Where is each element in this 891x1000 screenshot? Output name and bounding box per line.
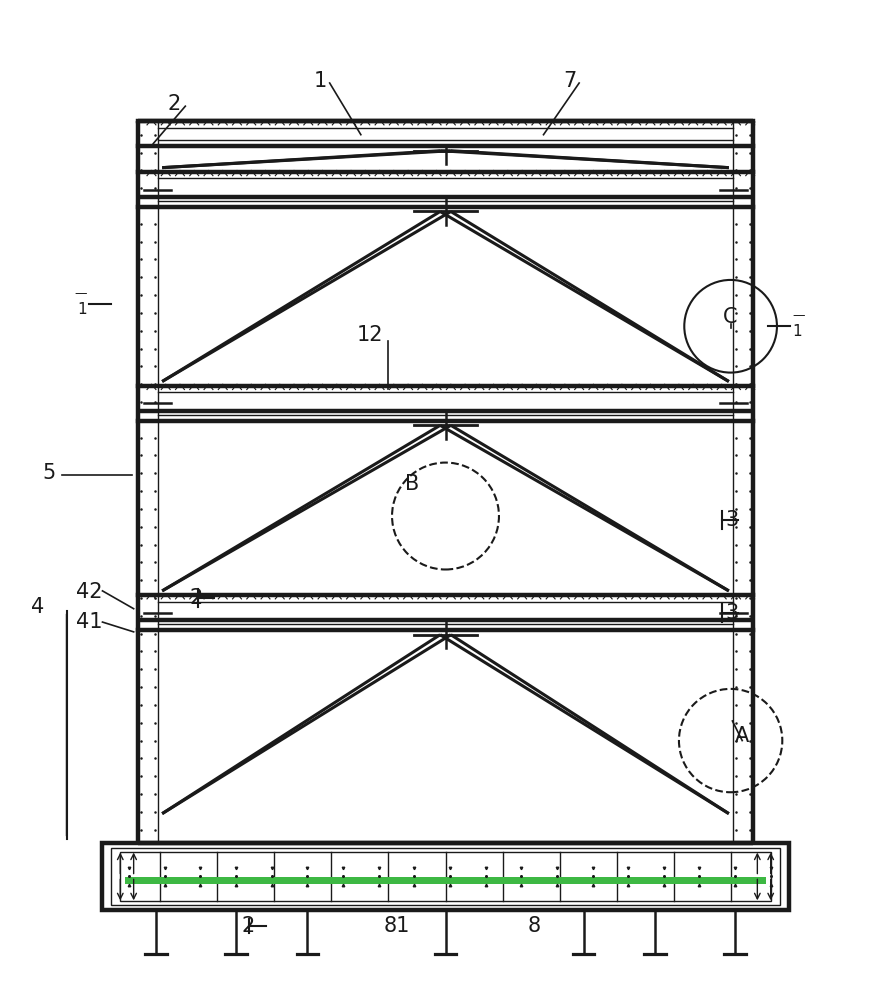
Text: 2: 2 (168, 94, 180, 114)
Text: C: C (723, 307, 738, 327)
Text: 3: 3 (726, 603, 739, 623)
Text: 12: 12 (356, 325, 383, 345)
Bar (111, 848, 780, 905)
Text: 4: 4 (31, 597, 44, 617)
Text: —: — (792, 309, 805, 322)
Text: 41: 41 (76, 612, 102, 632)
Bar (138, 172, 753, 207)
Text: —: — (75, 287, 87, 300)
Bar (138, 595, 753, 630)
Text: B: B (405, 474, 419, 494)
Text: 81: 81 (383, 916, 410, 936)
Text: 1: 1 (792, 324, 802, 339)
Bar (120, 852, 771, 901)
Text: 1: 1 (78, 302, 87, 317)
Text: 3: 3 (726, 510, 739, 530)
Text: 42: 42 (76, 582, 102, 602)
Text: 8: 8 (528, 916, 541, 936)
Text: 5: 5 (43, 463, 55, 483)
Bar (125, 877, 766, 884)
Text: 2: 2 (241, 916, 254, 936)
Bar (138, 121, 753, 146)
Text: 1: 1 (315, 71, 327, 91)
Text: 2: 2 (190, 588, 202, 608)
Bar (138, 386, 753, 421)
Bar (102, 843, 789, 910)
Text: 7: 7 (564, 71, 576, 91)
Text: A: A (735, 726, 749, 746)
